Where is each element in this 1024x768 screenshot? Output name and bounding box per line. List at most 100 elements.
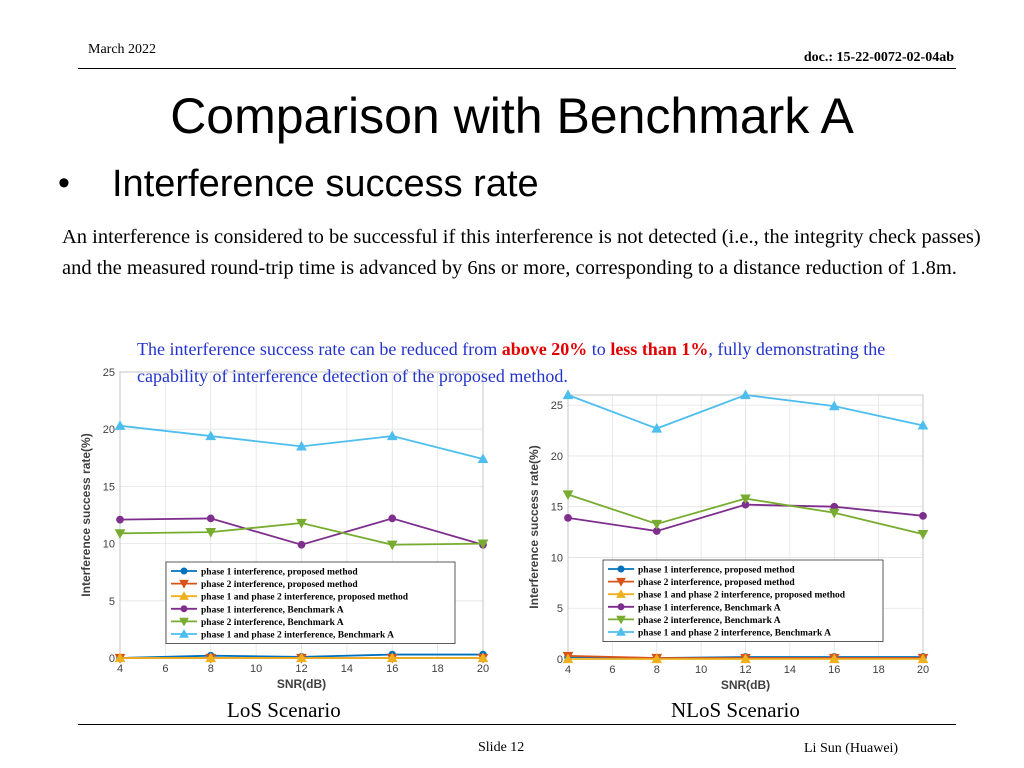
note-highlight-above: above 20%: [501, 339, 588, 359]
y-axis-label: Interference success rate(%): [79, 433, 93, 596]
legend-marker-5: [179, 628, 189, 638]
series-2-point-2: [740, 653, 751, 664]
x-tick-label-7: 18: [873, 664, 885, 676]
x-axis-label: SNR(dB): [721, 678, 770, 692]
y-tick-label-5: 25: [551, 400, 563, 412]
note-text-3: , fully demonstrating the capability of …: [137, 339, 886, 386]
x-tick-label-5: 14: [341, 663, 353, 675]
x-tick-label-6: 16: [828, 664, 840, 676]
series-5-point-2: [296, 440, 307, 451]
y-axis-label: Interference success rate(%): [527, 445, 541, 608]
series-3-point-0: [564, 513, 572, 522]
legend-label-2: phase 1 and phase 2 interference, propos…: [638, 591, 846, 601]
series-4: [114, 518, 489, 551]
y-tick-label-3: 15: [551, 502, 563, 514]
slide-title: Comparison with Benchmark A: [170, 88, 854, 144]
legend-label-3: phase 1 interference, Benchmark A: [201, 605, 344, 615]
x-tick-label-8: 20: [917, 664, 929, 676]
x-tick-label-4: 12: [739, 664, 751, 676]
series-4-point-1: [651, 519, 663, 530]
legend-label-0: phase 1 interference, proposed method: [201, 568, 358, 578]
series-5-point-0: [562, 389, 574, 400]
series-2: [562, 653, 929, 664]
legend: phase 1 interference, proposed method pha…: [602, 559, 884, 642]
x-tick-label-5: 14: [784, 664, 796, 676]
legend-marker-3: [180, 605, 188, 613]
x-tick-label-0: 4: [117, 663, 123, 675]
series-4-point-2: [740, 494, 751, 505]
series-4: [562, 490, 929, 540]
x-tick-label-0: 4: [565, 664, 571, 676]
series-5-point-4: [477, 453, 489, 464]
y-tick-label-4: 20: [551, 451, 563, 463]
legend-box: [165, 561, 456, 644]
y-tick-label-0: 0: [557, 654, 563, 666]
series-3-point-1: [206, 514, 215, 523]
note-text-2: to: [587, 339, 611, 359]
definition-paragraph: An interference is considered to be succ…: [62, 226, 981, 279]
series-2-point-4: [917, 653, 929, 664]
legend-marker-3: [617, 603, 625, 611]
legend-label-4: phase 2 interference, Benchmark A: [638, 616, 781, 626]
header-rule: [78, 68, 956, 69]
header-doc-id: doc.: 15-22-0072-02-04ab: [803, 50, 954, 65]
y-tick-label-2: 10: [103, 539, 115, 551]
legend-label-2: phase 1 and phase 2 interference, propos…: [201, 593, 409, 603]
header-date: March 2022: [88, 42, 157, 57]
bullet-text: Interference success rate: [112, 163, 539, 205]
series-2-point-3: [386, 652, 398, 663]
series-5-point-1: [651, 422, 663, 433]
series-2-point-0: [562, 653, 574, 664]
note-text-1: The interference success rate can be red…: [137, 339, 502, 359]
legend-marker-5: [616, 626, 626, 636]
series-5-point-4: [917, 419, 929, 430]
legend-box: [602, 559, 884, 642]
series-2-point-0: [114, 652, 126, 663]
x-tick-label-6: 16: [386, 663, 398, 675]
legend-marker-1: [616, 577, 626, 587]
caption-nlos: NLoS Scenario: [671, 698, 800, 722]
footer-author: Li Sun (Huawei): [804, 741, 899, 756]
y-tick-label-0: 0: [109, 653, 115, 665]
x-tick-label-8: 20: [477, 663, 489, 675]
series-4-point-4: [917, 530, 929, 540]
series-5-point-2: [740, 389, 751, 400]
x-tick-label-4: 12: [295, 663, 307, 675]
series-4-point-4: [477, 539, 489, 550]
conclusion-note: The interference success rate can be red…: [137, 336, 937, 390]
legend-label-4: phase 2 interference, Benchmark A: [201, 618, 344, 628]
legend-label-1: phase 2 interference, proposed method: [638, 578, 795, 588]
y-tick-label-1: 5: [109, 596, 115, 608]
series-3-point-0: [116, 515, 124, 524]
legend-label-3: phase 1 interference, Benchmark A: [638, 603, 781, 613]
series-2-point-1: [651, 653, 663, 664]
y-tick-label-4: 20: [103, 424, 115, 436]
legend-label-0: phase 1 interference, proposed method: [638, 566, 795, 576]
x-tick-label-2: 8: [208, 663, 214, 675]
series-4-point-0: [114, 529, 126, 539]
x-tick-label-3: 10: [250, 663, 262, 675]
series-5-point-0: [114, 420, 126, 430]
series-4-point-3: [386, 540, 398, 551]
series-2-point-1: [205, 652, 217, 663]
legend-marker-2: [179, 591, 189, 600]
legend-marker-0: [617, 565, 625, 573]
series-2-point-3: [828, 653, 840, 664]
legend-marker-4: [616, 615, 626, 625]
legend-label-1: phase 2 interference, proposed method: [201, 580, 358, 590]
legend-label-5: phase 1 and phase 2 interference, Benchm…: [638, 629, 831, 639]
series-4-point-2: [296, 518, 307, 529]
caption-los: LoS Scenario: [227, 698, 341, 722]
x-tick-label-3: 10: [695, 664, 707, 676]
y-tick-label-5: 25: [103, 367, 115, 379]
series-5: [562, 389, 929, 433]
series-2: [114, 652, 489, 663]
y-tick-label-2: 10: [551, 552, 563, 564]
series-5-point-3: [386, 430, 398, 441]
series-5-point-3: [828, 400, 840, 411]
legend-label-5: phase 1 and phase 2 interference, Benchm…: [201, 631, 394, 641]
series-3-point-4: [919, 511, 927, 520]
series-5-point-1: [205, 430, 217, 441]
x-tick-label-1: 6: [609, 664, 615, 676]
footer-rule: [78, 724, 956, 725]
